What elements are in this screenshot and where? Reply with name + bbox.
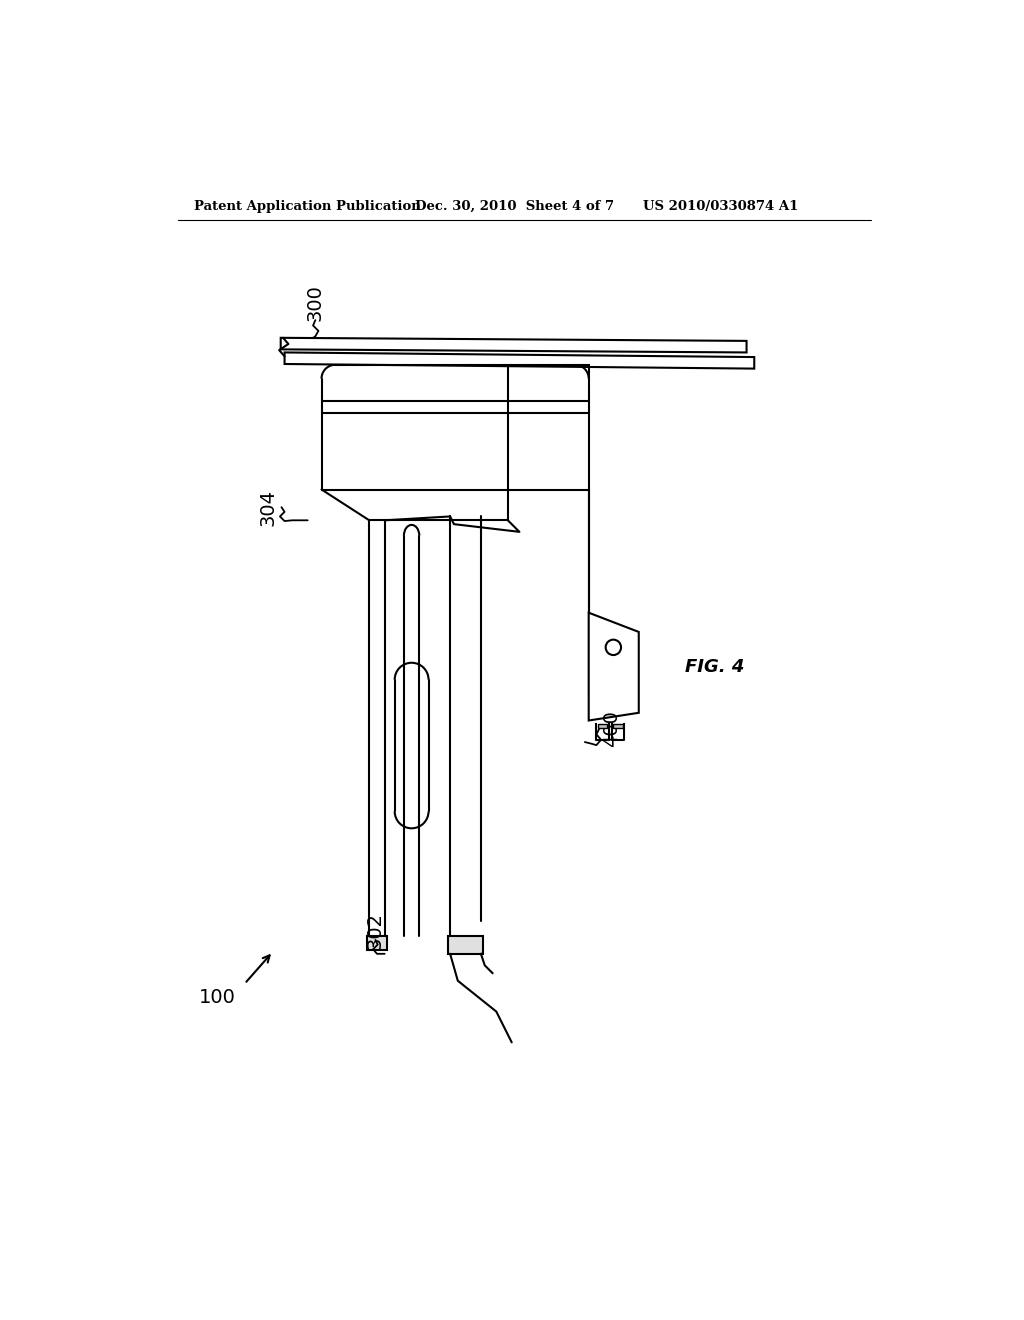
Text: 100: 100	[199, 989, 236, 1007]
Polygon shape	[285, 352, 755, 368]
Text: 300: 300	[306, 284, 325, 321]
Text: FIG. 4: FIG. 4	[685, 657, 744, 676]
Text: Patent Application Publication: Patent Application Publication	[194, 199, 421, 213]
FancyBboxPatch shape	[613, 725, 623, 729]
Circle shape	[605, 640, 621, 655]
Text: Dec. 30, 2010  Sheet 4 of 7: Dec. 30, 2010 Sheet 4 of 7	[416, 199, 614, 213]
FancyBboxPatch shape	[598, 725, 607, 729]
Polygon shape	[367, 936, 387, 950]
Text: 304: 304	[258, 488, 278, 525]
Polygon shape	[589, 612, 639, 721]
Polygon shape	[281, 338, 746, 352]
Text: 400: 400	[602, 710, 622, 747]
Text: US 2010/0330874 A1: US 2010/0330874 A1	[643, 199, 798, 213]
Polygon shape	[447, 936, 483, 954]
Text: 302: 302	[366, 912, 385, 949]
